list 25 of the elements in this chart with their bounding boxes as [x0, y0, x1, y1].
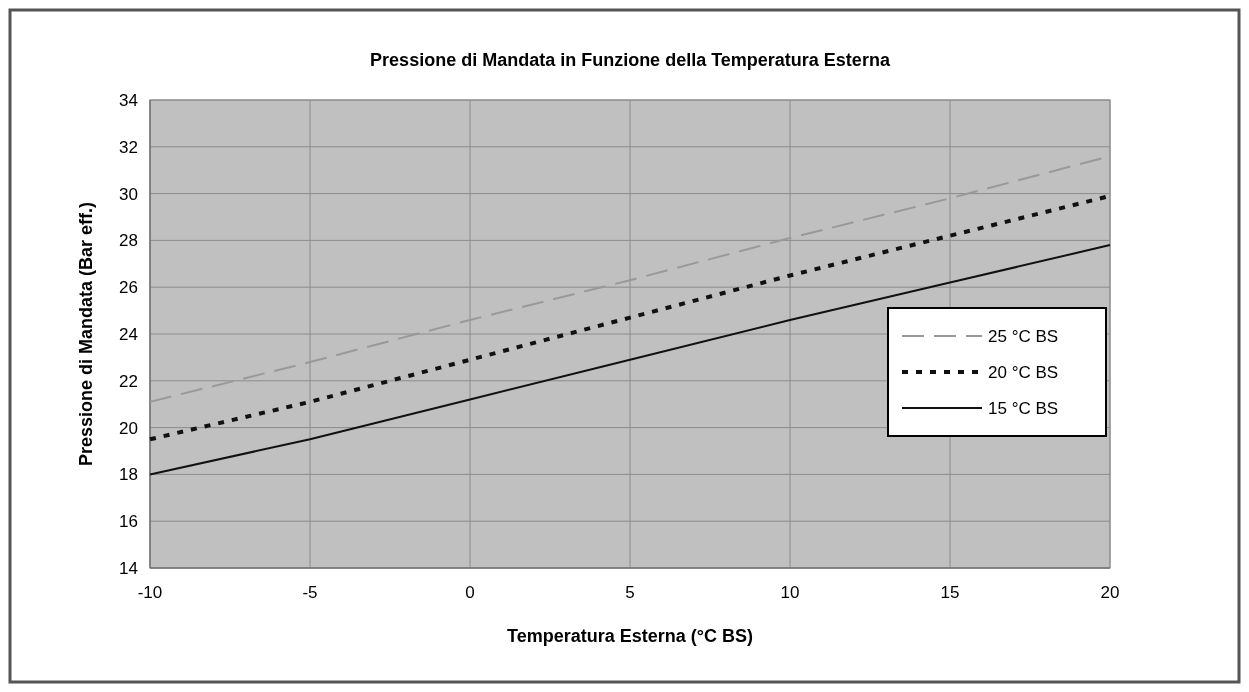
line-series	[149, 244, 1111, 476]
y-tick-label: 22	[119, 371, 138, 391]
chart-title: Pressione di Mandata in Funzione della Temperatura Esterna	[370, 50, 891, 70]
x-tick-label: 0	[465, 583, 475, 602]
x-axis-title: Temperatura Esterna (°C BS)	[507, 626, 753, 646]
x-tick-label: 10	[780, 583, 800, 602]
y-tick-label: 16	[119, 512, 138, 532]
legend-label: 25 °C BS	[988, 326, 1059, 346]
y-tick-label: 20	[119, 418, 138, 438]
y-tick-label: 24	[119, 324, 138, 344]
x-tick-label: -10	[137, 583, 163, 602]
x-tick-label: 15	[940, 583, 960, 602]
x-tick-label: 5	[625, 583, 635, 602]
y-tick-label: 26	[119, 278, 138, 298]
y-tick-label: 18	[119, 465, 138, 485]
legend-label: 20 °C BS	[988, 362, 1059, 382]
y-tick-label: 28	[119, 231, 138, 251]
legend-label: 15 °C BS	[988, 398, 1059, 418]
y-tick-label: 14	[119, 558, 138, 578]
y-axis-title: Pressione di Mandata (Bar eff.)	[76, 201, 96, 467]
y-tick-label: 30	[119, 184, 138, 204]
x-tick-label: -5	[302, 583, 318, 602]
x-tick-label: 20	[1100, 583, 1120, 602]
y-tick-label: 34	[119, 90, 138, 110]
y-tick-label: 32	[119, 137, 138, 157]
